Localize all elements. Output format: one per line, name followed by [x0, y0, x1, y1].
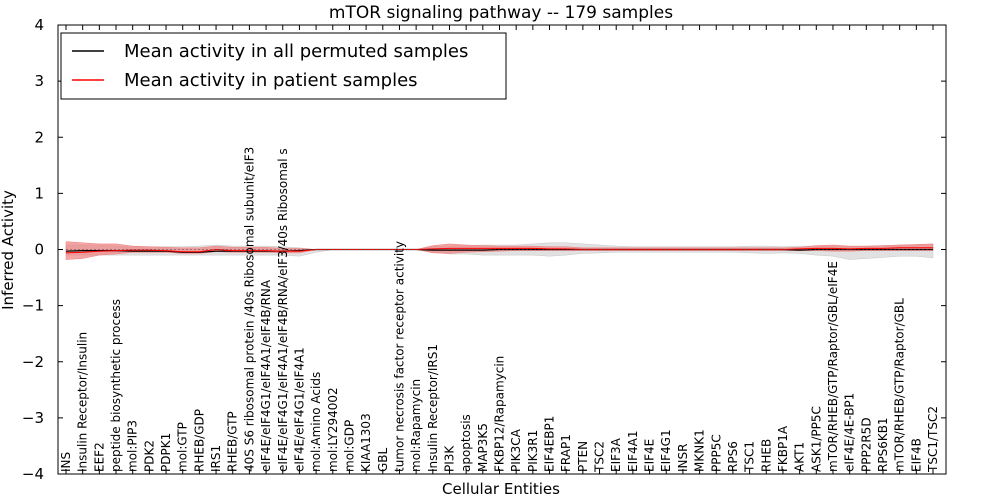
x-tick-label: TSC1/TSC2 [926, 406, 940, 473]
confidence-bands [65, 241, 934, 260]
x-tick-label: Insulin Receptor/Insulin [76, 332, 90, 472]
x-tick-label: PTEN [576, 441, 590, 472]
x-tick-label: 40S S6 ribosomal protein /40s Ribosomal … [242, 147, 256, 472]
x-tick-label: EIF4E [643, 439, 657, 472]
x-tick-label: EIF4G1 [659, 429, 673, 472]
y-tick-label: 1 [34, 184, 44, 202]
x-tick-label: EIF4A1 [626, 430, 640, 472]
chart-title: mTOR signaling pathway -- 179 samples [329, 3, 673, 23]
x-tick-label: PDPK1 [159, 433, 173, 472]
x-tick-label: PPP2R5D [859, 417, 873, 472]
x-tick-label: INSR [676, 444, 690, 472]
series-line-1 [65, 247, 933, 254]
legend: Mean activity in all permuted samples Mea… [60, 32, 507, 100]
legend-label-0: Mean activity in all permuted samples [124, 41, 468, 62]
x-tick-label: MKNK1 [693, 429, 707, 472]
x-tick-label: peptide biosynthetic process [109, 299, 123, 472]
x-tick-label: IRS1 [209, 445, 223, 472]
series-band-1 [65, 241, 934, 260]
x-tick-label: mol:GTP [176, 422, 190, 472]
x-tick-label: RHEB/GDP [192, 409, 206, 472]
series-lines [65, 247, 933, 254]
x-tick-label: FKBP1A [776, 425, 790, 472]
x-tick-label: EIF4EBP1 [543, 416, 557, 472]
y-tick-label: −4 [22, 465, 44, 483]
x-tick-label: EIF4B [909, 438, 923, 472]
x-tick-label: PIK3CA [509, 428, 523, 472]
x-tick-label: RPS6 [726, 441, 740, 472]
x-tick-label: apoptosis [459, 414, 473, 472]
y-axis-label: Inferred Activity [0, 190, 17, 310]
x-tick-label: ASK1/PP5C [809, 406, 823, 472]
x-tick-label: mol:LY294002 [326, 387, 340, 472]
y-tick-label: 4 [34, 16, 44, 34]
y-tick-label: −1 [22, 297, 44, 315]
legend-label-1: Mean activity in patient samples [124, 70, 418, 91]
y-tick-label: 2 [34, 128, 44, 146]
x-tick-label: PI3K [443, 445, 457, 472]
x-tick-label: Insulin Receptor/IRS1 [426, 344, 440, 472]
x-tick-label: KIAA1303 [359, 413, 373, 472]
x-tick-label: TSC1 [743, 441, 757, 473]
x-axis: INS Insulin Receptor/Insulin EEF2 peptide b… [59, 25, 940, 474]
x-tick-label: eIF4E/eIF4G1/eIF4A1/eIF4B/RNA [259, 279, 273, 472]
x-tick-label: RHEB [759, 439, 773, 472]
x-tick-label: AKT1 [793, 442, 807, 472]
y-axis: 4 3 2 1 0 −1 −2 −3 −4 [22, 16, 946, 483]
x-tick-label: mol:GDP [342, 420, 356, 472]
x-tick-label: mol:Amino Acids [309, 372, 323, 472]
x-tick-label: INS [59, 452, 73, 472]
legend-box [60, 32, 507, 100]
x-tick-label: eIF4E/eIF4G1/eIF4A1/eIF4B/RNA/eIF3/40s R… [276, 148, 290, 472]
x-tick-label: eIF4E/eIF4G1/eIF4A1 [292, 347, 306, 472]
y-tick-label: 0 [34, 241, 44, 259]
x-tick-label: MAP3K5 [476, 423, 490, 472]
x-tick-label: mTOR/RHEB/GTP/Raptor/GBL [893, 298, 907, 472]
x-tick-label: FKBP12/Rapamycin [493, 356, 507, 472]
x-tick-label: PPP5C [709, 434, 723, 472]
x-tick-label: FRAP1 [559, 434, 573, 472]
x-tick-label: mol:PIP3 [126, 420, 140, 472]
x-tick-label: PDK2 [142, 440, 156, 472]
x-tick-label: tumor necrosis factor receptor activity [393, 241, 407, 472]
x-tick-label: RHEB/GTP [226, 411, 240, 472]
x-tick-label: EEF2 [92, 442, 106, 472]
x-tick-label: RPS6KB1 [876, 417, 890, 472]
x-tick-label: mTOR/RHEB/GTP/Raptor/GBL/eIF4E [826, 261, 840, 472]
y-tick-label: −3 [22, 409, 44, 427]
x-tick-label: EIF3A [609, 437, 623, 472]
x-tick-label: GBL [376, 447, 390, 472]
x-tick-label: eIF4E/4E-BP1 [843, 393, 857, 472]
x-tick-label: PIK3R1 [526, 430, 540, 472]
y-tick-label: 3 [34, 72, 44, 90]
x-axis-label: Cellular Entities [442, 480, 560, 498]
x-tick-label: mol:Rapamycin [409, 379, 423, 472]
y-tick-label: −2 [22, 353, 44, 371]
x-tick-label: TSC2 [593, 441, 607, 473]
